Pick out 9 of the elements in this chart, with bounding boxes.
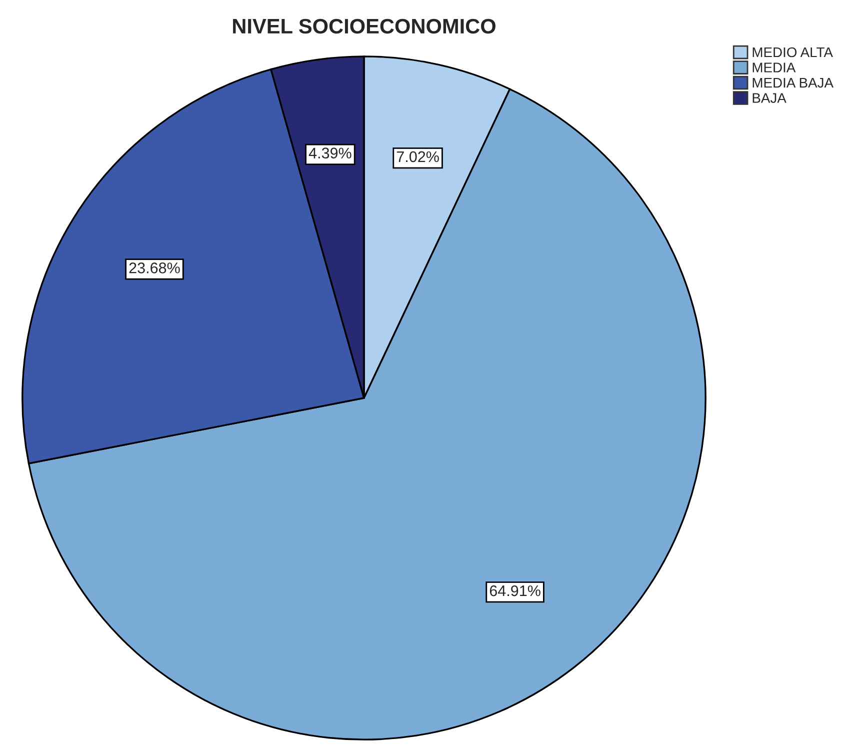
data-label: 23.68% [129,262,180,274]
legend-label: MEDIA [752,62,796,72]
data-label: 4.39% [308,148,352,158]
legend-label: MEDIO ALTA [752,47,833,58]
chart-title: NIVEL SOCIOECONOMICO [233,18,496,34]
data-label: 7.02% [396,151,439,162]
legend-label: BAJA [752,93,786,103]
legend-label: MEDIA BAJA [752,78,834,88]
data-label: 64.91% [490,585,540,596]
